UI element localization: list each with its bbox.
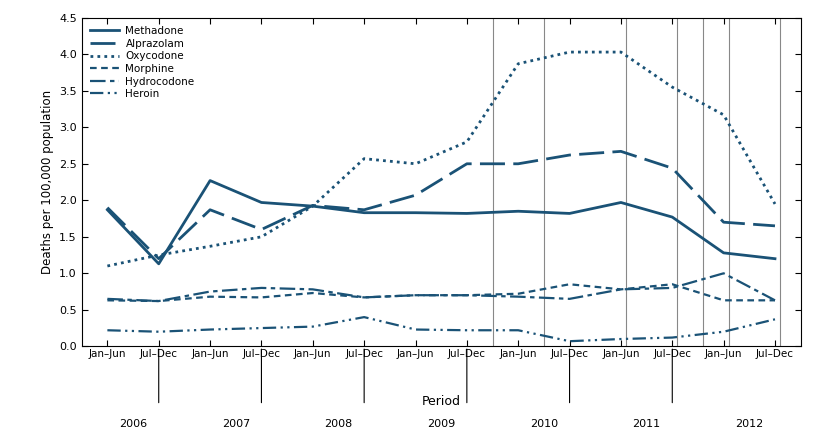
Text: 2008: 2008 (324, 419, 353, 428)
Text: 2006: 2006 (119, 419, 147, 428)
Text: 2007: 2007 (221, 419, 250, 428)
Text: 2011: 2011 (632, 419, 661, 428)
X-axis label: Period: Period (422, 395, 461, 408)
Legend: Methadone, Alprazolam, Oxycodone, Morphine, Hydrocodone, Heroin: Methadone, Alprazolam, Oxycodone, Morphi… (87, 23, 198, 102)
Text: 2010: 2010 (530, 419, 558, 428)
Y-axis label: Deaths per 100,000 population: Deaths per 100,000 population (41, 90, 54, 274)
Text: 2012: 2012 (735, 419, 763, 428)
Text: 2009: 2009 (427, 419, 455, 428)
